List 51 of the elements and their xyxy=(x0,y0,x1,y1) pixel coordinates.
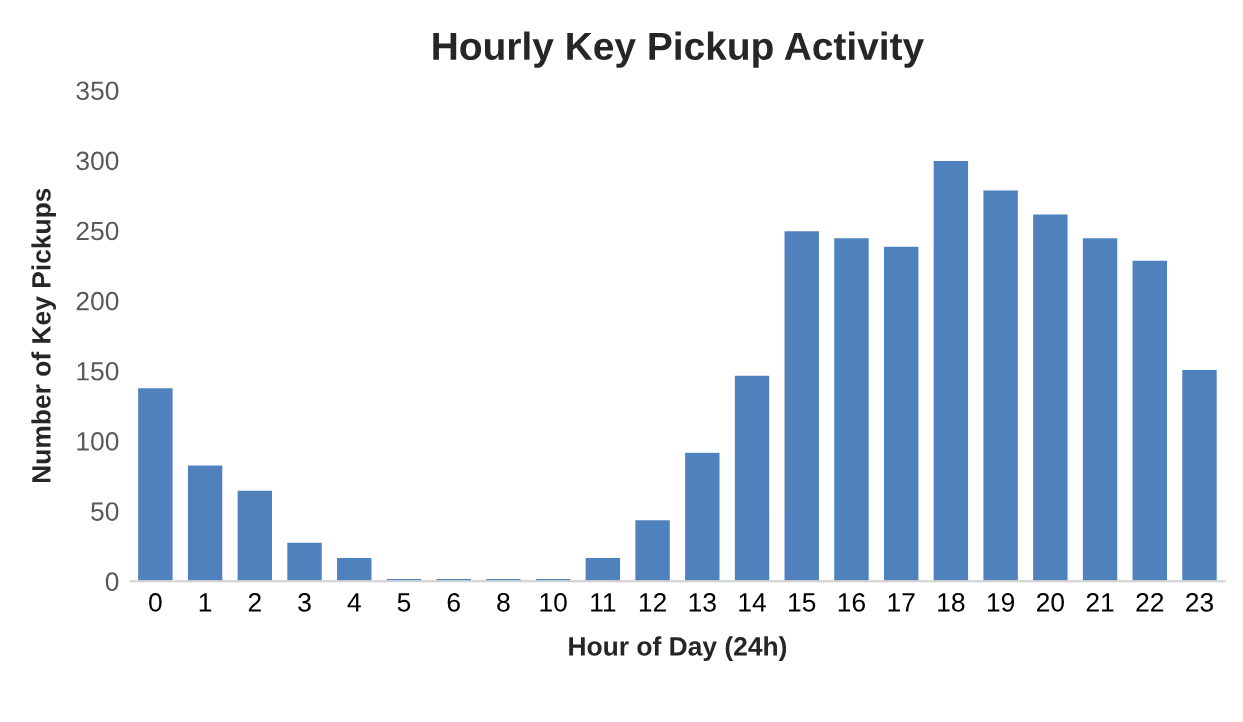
chart-title: Hourly Key Pickup Activity xyxy=(433,31,924,68)
x-tick-label: 6 xyxy=(447,593,460,612)
x-tick-label: 13 xyxy=(689,593,716,612)
bar xyxy=(136,386,174,582)
bar xyxy=(982,189,1020,582)
x-tick-label: 1 xyxy=(199,593,212,612)
y-tick-label: 300 xyxy=(76,151,119,171)
bar xyxy=(783,229,821,582)
x-tick-label: 2 xyxy=(248,593,261,612)
bar xyxy=(285,541,324,582)
x-tick-label: 20 xyxy=(1036,593,1064,612)
y-tick-label: 50 xyxy=(91,502,119,521)
y-tick-label: 100 xyxy=(77,432,119,451)
bar xyxy=(733,374,771,582)
x-tick-label: 11 xyxy=(591,593,616,612)
x-tick-label: 3 xyxy=(298,593,311,612)
x-tick-label: 22 xyxy=(1136,593,1164,612)
y-tick-label: 250 xyxy=(76,221,119,241)
bar xyxy=(1180,368,1219,582)
x-tick-label: 23 xyxy=(1186,593,1214,612)
x-tick-label: 17 xyxy=(888,593,915,612)
y-tick-label: 0 xyxy=(105,572,119,592)
bar xyxy=(1081,236,1119,582)
bar xyxy=(186,464,224,582)
x-tick-label: 10 xyxy=(540,593,567,612)
y-tick-label: 200 xyxy=(76,291,119,311)
x-tick-label: 0 xyxy=(149,593,162,612)
bar xyxy=(335,556,373,582)
x-tick-label: 15 xyxy=(789,593,816,612)
bar xyxy=(584,556,622,582)
y-tick-label: 150 xyxy=(77,361,119,381)
x-tick-label: 18 xyxy=(938,593,965,612)
x-tick-label: 14 xyxy=(739,593,766,612)
bar xyxy=(932,159,970,582)
x-tick-label: 8 xyxy=(497,593,510,612)
bar xyxy=(832,236,871,582)
x-axis-title: Hour of Day (24h) xyxy=(569,636,787,661)
x-tick-label: 12 xyxy=(639,593,666,612)
bar xyxy=(633,518,672,582)
x-tick-label: 19 xyxy=(987,593,1015,612)
y-axis-title: Number of Key Pickups xyxy=(31,188,56,483)
y-tick-label: 350 xyxy=(76,81,119,101)
x-tick-label: 4 xyxy=(347,593,361,612)
bar xyxy=(882,245,920,582)
bar xyxy=(683,451,721,582)
x-tick-label: 21 xyxy=(1086,593,1114,612)
x-tick-label: 16 xyxy=(838,593,865,612)
bar xyxy=(1031,212,1069,582)
x-tick-label: 5 xyxy=(397,593,411,612)
bar xyxy=(1131,259,1169,582)
bar xyxy=(236,489,274,582)
